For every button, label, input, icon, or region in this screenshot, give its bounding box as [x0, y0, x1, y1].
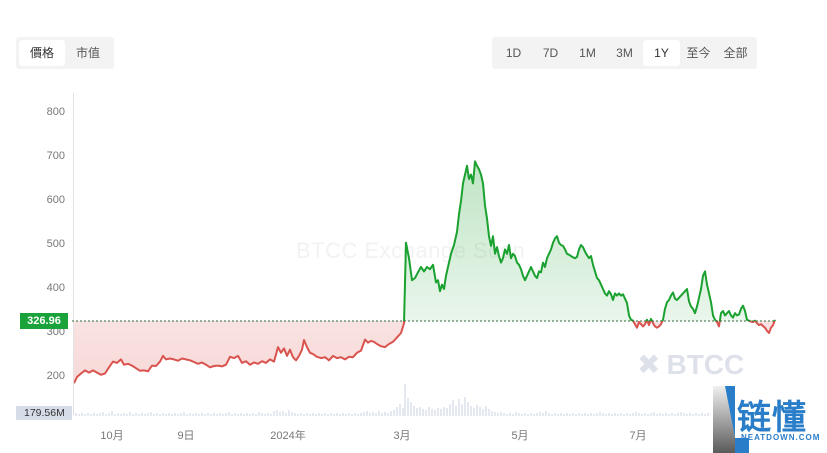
- tab-market-cap[interactable]: 市值: [75, 46, 100, 60]
- volume-bars: [75, 384, 709, 416]
- volume-tag: 179.56M: [16, 406, 72, 420]
- range-ytd[interactable]: 至今: [686, 46, 711, 60]
- x-tick: 10月: [100, 430, 124, 442]
- y-tick: 400: [46, 282, 65, 294]
- range-7d[interactable]: 7D: [542, 46, 559, 60]
- y-tick: 300: [46, 326, 65, 338]
- neatdown-logo: 链懂 NEATDOWN.COM: [713, 386, 827, 453]
- y-tick: 700: [46, 150, 65, 162]
- range-all[interactable]: 全部: [723, 46, 748, 60]
- x-tick: 5月: [511, 430, 529, 442]
- btcc-logo: ✖ BTCC: [637, 348, 745, 381]
- x-tick: 7月: [629, 430, 647, 442]
- neatdown-l-icon: [713, 386, 749, 453]
- range-toggle: 1D 7D 1M 3M 1Y 至今 全部: [492, 37, 757, 69]
- y-tick: 500: [46, 238, 65, 250]
- range-1d[interactable]: 1D: [505, 46, 522, 60]
- y-tick: 600: [46, 194, 65, 206]
- x-tick: 2024年: [270, 430, 306, 442]
- range-1y[interactable]: 1Y: [643, 40, 680, 66]
- tab-price[interactable]: 價格: [19, 40, 65, 66]
- y-tick: 800: [46, 106, 65, 118]
- range-1m[interactable]: 1M: [579, 46, 596, 60]
- price-series: [74, 160, 776, 384]
- x-tick: 3月: [393, 430, 411, 442]
- metric-toggle: 價格 市值: [16, 37, 114, 69]
- current-price-tag: 326.96: [20, 313, 68, 329]
- y-tick: 200: [46, 370, 65, 382]
- x-tick: 9日: [177, 430, 195, 442]
- btcc-x-icon: ✖: [637, 349, 661, 380]
- y-axis-line: [73, 93, 74, 415]
- range-3m[interactable]: 3M: [616, 46, 633, 60]
